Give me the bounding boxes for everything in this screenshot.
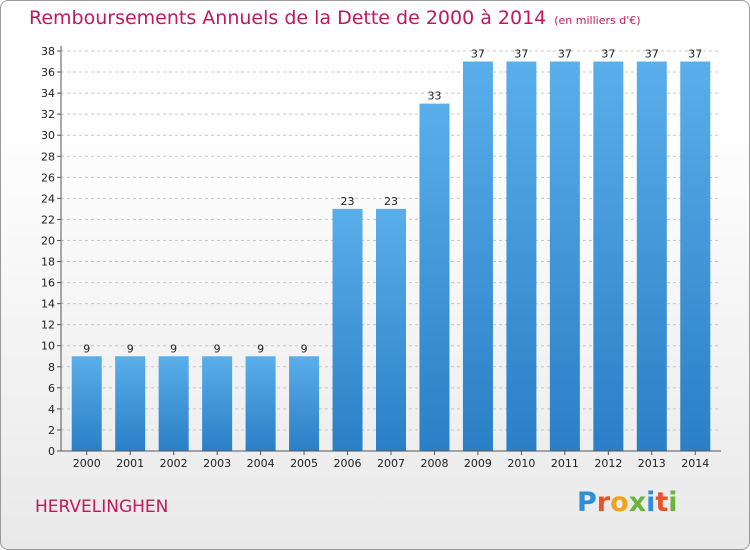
bar-2000	[71, 356, 102, 451]
x-tick-label: 2001	[116, 457, 144, 470]
bar-2009	[462, 61, 493, 452]
bar-2006	[332, 208, 363, 451]
y-tick-label: 38	[41, 45, 55, 58]
bar-2008	[419, 103, 450, 451]
data-label: 37	[645, 48, 659, 61]
logo-letter: t	[655, 487, 669, 518]
y-tick-label: 22	[41, 213, 55, 226]
logo-letter: o	[610, 487, 629, 518]
data-label: 9	[257, 342, 264, 355]
logo-letter: r	[596, 487, 611, 518]
location-label: HERVELINGHEN	[35, 497, 169, 517]
y-tick-label: 26	[41, 171, 55, 184]
data-label: 9	[170, 342, 177, 355]
bar-2014	[680, 61, 711, 452]
logo-letter: P	[577, 487, 597, 518]
data-label: 23	[384, 195, 398, 208]
y-tick-label: 24	[41, 192, 55, 205]
data-label: 33	[427, 90, 441, 103]
bar-2007	[376, 208, 406, 451]
x-tick-label: 2004	[247, 457, 275, 470]
data-label: 9	[214, 342, 221, 355]
x-tick-label: 2000	[73, 457, 101, 470]
data-label: 9	[127, 342, 134, 355]
bar-2001	[115, 356, 146, 451]
bar-2005	[289, 356, 320, 451]
bars: 9 9 9 9 9 9 23 23 33 37 37 37 37 37 37	[71, 48, 711, 452]
y-tick-label: 2	[48, 424, 55, 437]
bar-2010	[506, 61, 537, 452]
bar-2011	[549, 61, 580, 452]
data-label: 37	[601, 48, 615, 61]
x-tick-label: 2013	[638, 457, 666, 470]
data-label: 9	[83, 342, 90, 355]
y-tick-label: 4	[48, 403, 55, 416]
y-tick-label: 28	[41, 150, 55, 163]
logo-letter: i	[668, 487, 678, 518]
data-label: 23	[341, 195, 355, 208]
bar-2002	[158, 356, 189, 451]
x-tick-label: 2009	[464, 457, 492, 470]
y-tick-label: 30	[41, 129, 55, 142]
logo-letter: i	[646, 487, 656, 518]
y-tick-label: 8	[48, 361, 55, 374]
y-tick-label: 0	[48, 445, 55, 458]
bar-2013	[636, 61, 667, 452]
x-tick-label: 2007	[377, 457, 405, 470]
data-label: 9	[301, 342, 308, 355]
x-tick-label: 2005	[290, 457, 318, 470]
y-tick-label: 34	[41, 87, 55, 100]
data-label: 37	[514, 48, 528, 61]
y-tick-label: 6	[48, 382, 55, 395]
chart-unit: (en milliers d'€)	[554, 14, 641, 27]
data-label: 37	[471, 48, 485, 61]
y-tick-label: 16	[41, 277, 55, 290]
x-tick-label: 2011	[551, 457, 579, 470]
x-tick-label: 2012	[594, 457, 622, 470]
logo-letter: x	[628, 487, 647, 518]
x-tick-label: 2014	[681, 457, 709, 470]
chart-title-text: Remboursements Annuels de la Dette de 20…	[29, 7, 547, 29]
x-tick-label: 2006	[334, 457, 362, 470]
y-tick-label: 10	[41, 340, 55, 353]
data-label: 37	[558, 48, 572, 61]
x-tick-label: 2010	[507, 457, 535, 470]
x-tick-label: 2008	[420, 457, 448, 470]
x-tick-label: 2003	[203, 457, 231, 470]
y-tick-label: 14	[41, 298, 55, 311]
y-tick-label: 20	[41, 234, 55, 247]
y-tick-label: 18	[41, 256, 55, 269]
bar-2003	[202, 356, 233, 451]
y-tick-label: 32	[41, 108, 55, 121]
x-tick-label: 2002	[160, 457, 188, 470]
chart-title: Remboursements Annuels de la Dette de 20…	[29, 7, 641, 29]
y-tick-label: 36	[41, 66, 55, 79]
data-label: 37	[688, 48, 702, 61]
bar-2004	[245, 356, 276, 451]
y-tick-label: 12	[41, 319, 55, 332]
proxiti-logo: Proxiti	[577, 487, 678, 518]
bar-2012	[593, 61, 624, 452]
